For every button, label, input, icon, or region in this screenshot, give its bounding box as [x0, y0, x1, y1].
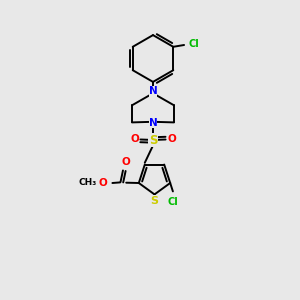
Text: S: S [151, 196, 158, 206]
Text: S: S [149, 134, 157, 147]
Text: Cl: Cl [189, 39, 200, 50]
Text: CH₃: CH₃ [79, 178, 97, 188]
Text: N: N [148, 118, 158, 128]
Text: O: O [130, 134, 139, 145]
Text: O: O [167, 134, 176, 145]
Text: O: O [121, 157, 130, 167]
Text: N: N [148, 86, 158, 97]
Text: O: O [99, 178, 108, 188]
Text: Cl: Cl [168, 197, 178, 207]
